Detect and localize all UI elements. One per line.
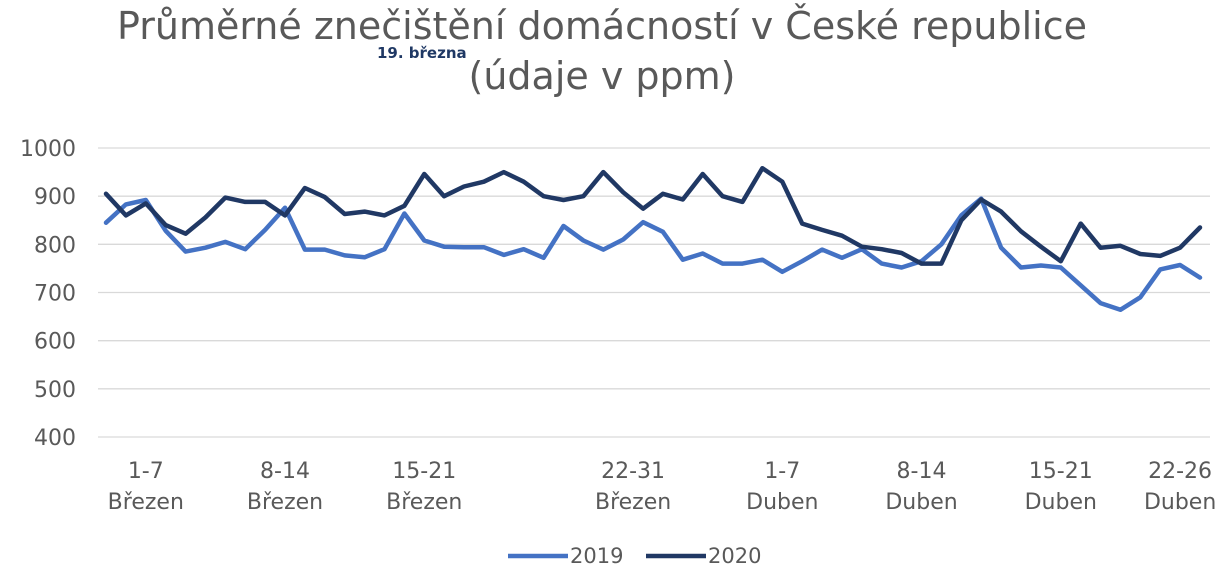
series-lines — [103, 165, 1203, 313]
y-axis-ticks: 400 500 600 700 800 900 1000 — [20, 137, 76, 451]
series-line-2020 — [103, 165, 1203, 266]
chart-title-line1: Průměrné znečištění domácností v České r… — [116, 4, 1087, 48]
y-tick-label: 800 — [34, 233, 76, 258]
x-tick-label: Březen — [247, 490, 323, 515]
x-tick-label: Březen — [595, 490, 671, 515]
y-tick-label: 400 — [34, 426, 76, 451]
x-tick-label: 15-21 — [392, 459, 456, 484]
x-tick-label: Duben — [885, 490, 957, 515]
chart-title-line2: (údaje v ppm) — [468, 54, 736, 98]
x-axis-ticks: 1-7 Březen 8-14 Březen 15-21 Březen 22-31 Březe… — [108, 459, 1217, 515]
x-tick-label: Duben — [746, 490, 818, 515]
y-tick-label: 500 — [34, 378, 76, 403]
gridlines — [98, 147, 1210, 438]
x-tick-label: 15-21 — [1029, 459, 1093, 484]
y-tick-label: 900 — [34, 185, 76, 210]
y-tick-label: 700 — [34, 282, 76, 307]
legend-label-2020: 2020 — [708, 544, 761, 568]
x-tick-label: 22-31 — [601, 459, 665, 484]
legend: 2019 2020 — [508, 544, 761, 568]
x-tick-label: 22-26 — [1148, 459, 1212, 484]
x-tick-label: Březen — [386, 490, 462, 515]
legend-label-2019: 2019 — [570, 544, 623, 568]
x-tick-label: Duben — [1025, 490, 1097, 515]
series-line-2019 — [103, 196, 1203, 313]
x-tick-label: 8-14 — [260, 459, 310, 484]
x-tick-label: Duben — [1144, 490, 1216, 515]
y-tick-label: 600 — [34, 330, 76, 355]
date-annotation: 19. března — [377, 44, 467, 62]
y-tick-label: 1000 — [20, 137, 76, 162]
x-tick-label: 8-14 — [897, 459, 947, 484]
x-tick-label: Březen — [108, 490, 184, 515]
x-tick-label: 1-7 — [764, 459, 800, 484]
x-tick-label: 1-7 — [128, 459, 164, 484]
